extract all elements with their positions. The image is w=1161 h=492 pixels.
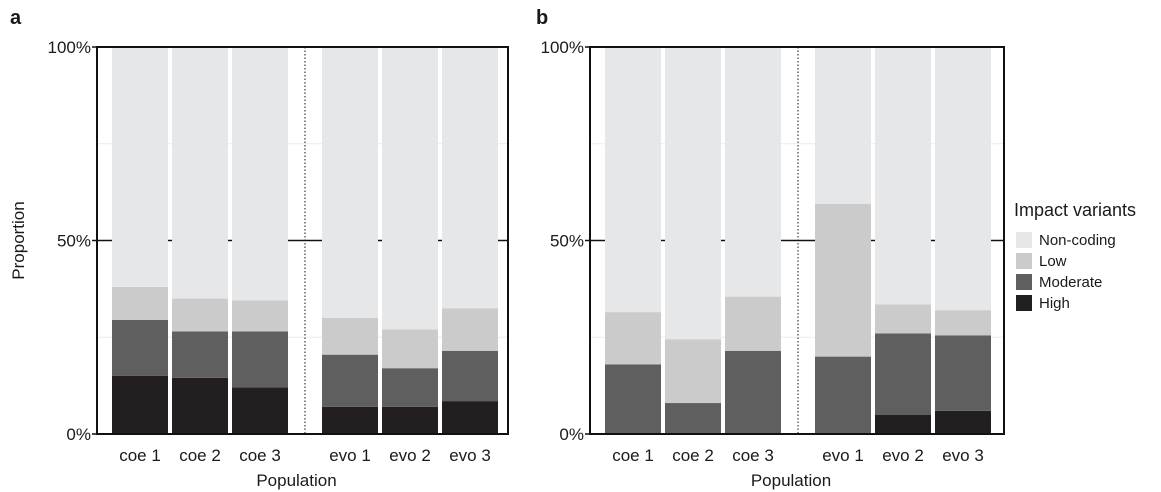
bar-segment-non-coding-coe-2	[665, 47, 721, 339]
bar-segment-non-coding-evo-1	[322, 47, 378, 318]
y-tick-label: 50%	[57, 232, 91, 251]
bar-segment-high-evo-3	[935, 411, 991, 434]
x-axis-title: Population	[751, 471, 831, 490]
x-tick-label: coe 2	[179, 446, 221, 465]
bar-segment-low-coe-2	[172, 299, 228, 332]
legend-swatch-high	[1016, 295, 1032, 311]
bar-segment-high-coe-2	[172, 378, 228, 434]
panel-letter: b	[536, 7, 548, 29]
bar-segment-high-evo-3	[442, 401, 498, 434]
bar-segment-low-coe-3	[725, 297, 781, 351]
legend-label-high: High	[1039, 295, 1070, 312]
bar-segment-non-coding-coe-3	[232, 47, 288, 300]
bar-segment-moderate-coe-3	[232, 331, 288, 387]
bar-segment-low-coe-2	[665, 339, 721, 403]
bar-segment-low-coe-1	[112, 287, 168, 320]
y-tick-label: 0%	[559, 425, 584, 444]
bar-segment-moderate-coe-2	[665, 403, 721, 434]
x-axis-title: Population	[256, 471, 336, 490]
chart-panel-b: 0% 50% 100% coe 1 coe 2 coe 3 evo 1 evo 2 evo 3 P…	[536, 7, 1004, 490]
bar-segment-moderate-coe-3	[725, 351, 781, 434]
x-tick-label: coe 1	[612, 446, 654, 465]
bar-segment-non-coding-coe-3	[725, 47, 781, 297]
y-axis-title: Proportion	[9, 201, 28, 279]
bar-segment-high-evo-2	[875, 415, 931, 434]
bar-segment-low-evo-1	[322, 318, 378, 355]
y-tick-label: 50%	[550, 232, 584, 251]
bar-segment-moderate-evo-1	[815, 357, 871, 434]
x-tick-label: evo 3	[942, 446, 984, 465]
legend-swatch-moderate	[1016, 274, 1032, 290]
x-tick-label: coe 2	[672, 446, 714, 465]
bar-segment-moderate-evo-1	[322, 355, 378, 407]
x-tick-label: evo 1	[329, 446, 371, 465]
legend-swatch-non-coding	[1016, 232, 1032, 248]
bar-segment-moderate-coe-1	[605, 364, 661, 434]
x-tick-label: evo 1	[822, 446, 864, 465]
bar-segment-low-evo-2	[875, 304, 931, 333]
bar-segment-non-coding-evo-1	[815, 47, 871, 204]
bar-segment-low-evo-3	[442, 308, 498, 351]
bar-segment-high-evo-1	[322, 407, 378, 434]
x-tick-label: coe 3	[239, 446, 281, 465]
bar-segment-low-coe-1	[605, 312, 661, 364]
bar-segment-low-coe-3	[232, 300, 288, 331]
panel-letter: a	[10, 7, 22, 29]
x-tick-label: evo 3	[449, 446, 491, 465]
legend-swatch-low	[1016, 253, 1032, 269]
legend-label-moderate: Moderate	[1039, 274, 1102, 291]
y-tick-label: 100%	[541, 38, 584, 57]
bar-segment-non-coding-coe-1	[605, 47, 661, 312]
bar-segment-moderate-evo-2	[875, 333, 931, 414]
bar-segment-moderate-coe-2	[172, 331, 228, 377]
bar-segment-non-coding-evo-3	[442, 47, 498, 308]
bar-segment-moderate-evo-3	[935, 335, 991, 410]
legend-title: Impact variants	[1014, 200, 1136, 220]
x-tick-label: evo 2	[882, 446, 924, 465]
x-tick-label: coe 3	[732, 446, 774, 465]
legend-label-low: Low	[1039, 253, 1067, 270]
bar-segment-high-evo-2	[382, 407, 438, 434]
bar-segment-moderate-coe-1	[112, 320, 168, 376]
bar-segment-low-evo-1	[815, 204, 871, 357]
legend: Impact variants Non-coding Low Moderate High	[1014, 200, 1136, 312]
bar-segment-non-coding-evo-2	[875, 47, 931, 304]
bar-segment-moderate-evo-3	[442, 351, 498, 401]
bar-segment-non-coding-evo-3	[935, 47, 991, 310]
x-tick-label: evo 2	[389, 446, 431, 465]
x-tick-label: coe 1	[119, 446, 161, 465]
bar-segment-high-coe-3	[232, 388, 288, 434]
y-tick-label: 0%	[66, 425, 91, 444]
bar-segment-non-coding-evo-2	[382, 47, 438, 330]
bar-segment-non-coding-coe-2	[172, 47, 228, 299]
bar-segment-low-evo-2	[382, 330, 438, 369]
bar-segment-moderate-evo-2	[382, 368, 438, 407]
bar-segment-non-coding-coe-1	[112, 47, 168, 287]
chart-panel-a: 0% 50% 100% coe 1 coe 2 coe 3 evo 1 evo 2 evo 3 P…	[9, 7, 508, 490]
bar-segment-low-evo-3	[935, 310, 991, 335]
legend-label-non-coding: Non-coding	[1039, 232, 1116, 249]
y-tick-label: 100%	[48, 38, 91, 57]
bar-segment-high-coe-1	[112, 376, 168, 434]
